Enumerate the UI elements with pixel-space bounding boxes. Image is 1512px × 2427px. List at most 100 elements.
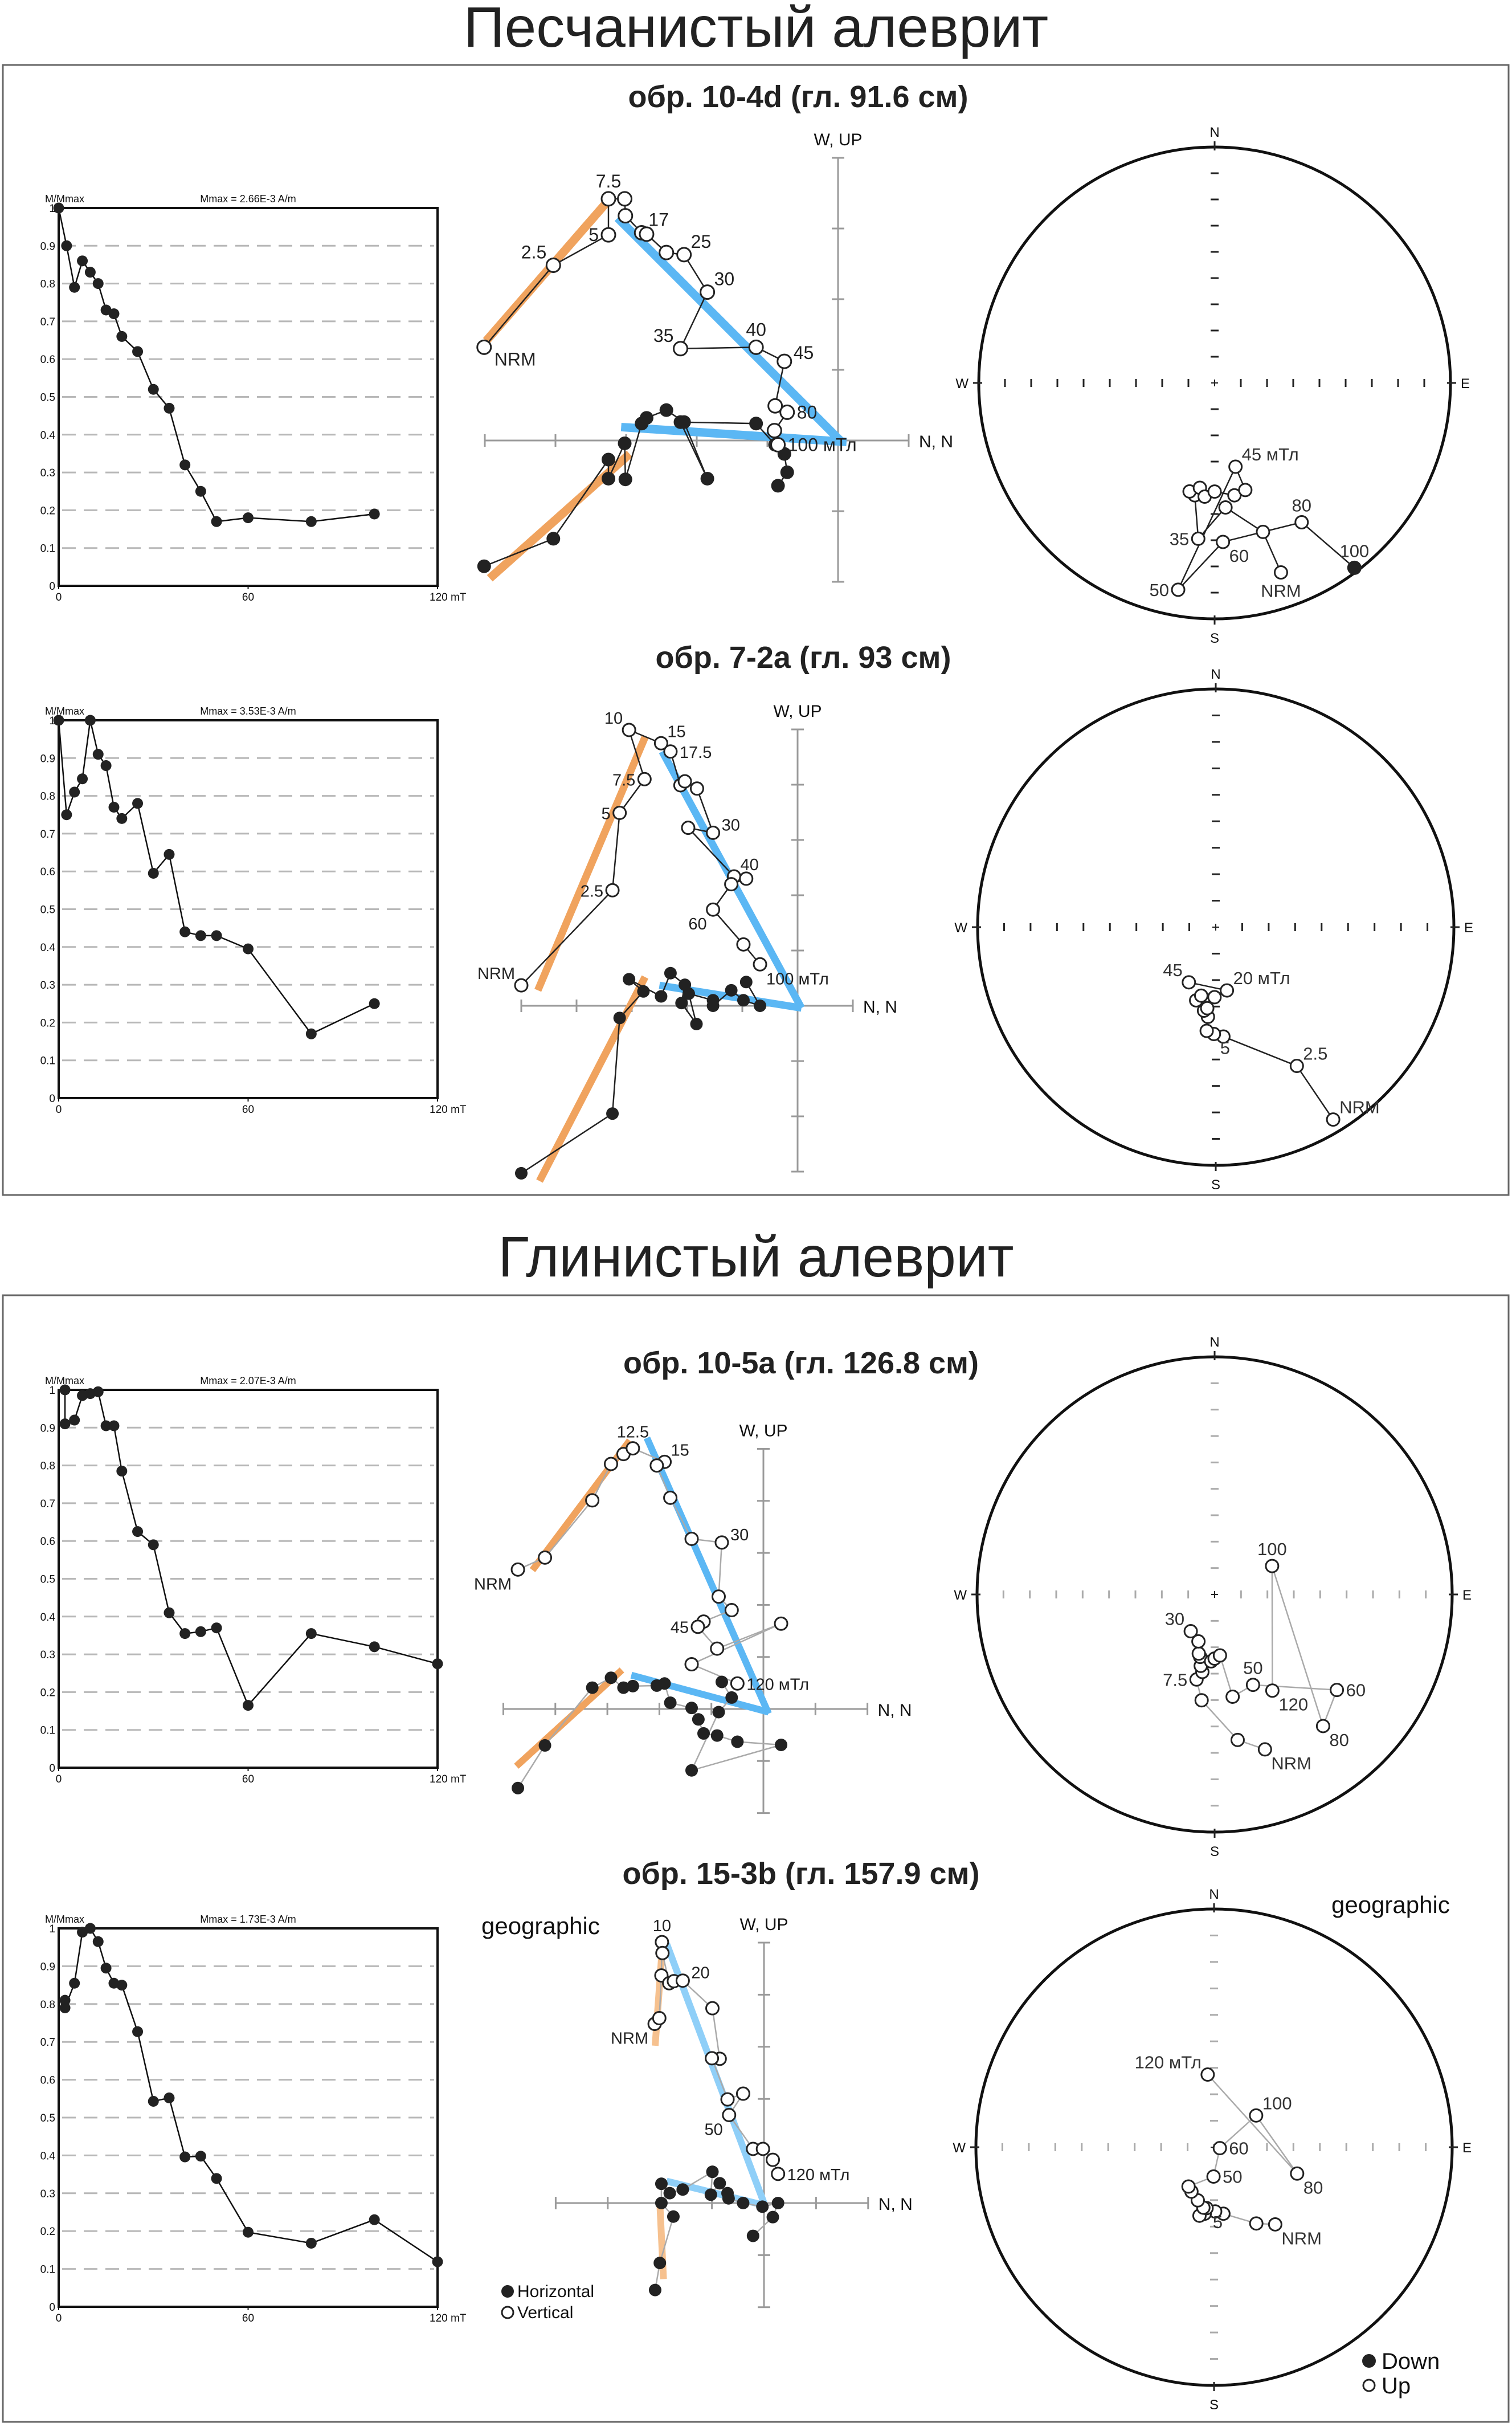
decay-point — [116, 1466, 128, 1477]
decay-point — [77, 255, 88, 267]
horizontal-point — [639, 411, 653, 425]
decay-line — [64, 1390, 438, 1707]
vertical-point — [676, 247, 692, 263]
vertical-point — [771, 2167, 786, 2181]
vertical-point — [767, 398, 783, 414]
decay-point — [179, 459, 191, 471]
y-tick-label: 0.2 — [40, 1687, 55, 1699]
decay-point — [116, 1980, 128, 1991]
vertical-point — [585, 1493, 600, 1508]
stereonet-legend: Down Up — [1362, 2349, 1440, 2399]
decay-point — [132, 346, 144, 357]
direction-point-up — [1268, 2217, 1282, 2232]
axis-label-w-up: W, UP — [739, 1915, 788, 1934]
point-label: 60 — [1229, 2139, 1248, 2159]
y-tick-label: 0.4 — [40, 2150, 56, 2162]
decay-point — [100, 1963, 112, 1974]
y-tick-label: 0.1 — [40, 1055, 55, 1067]
zijderveld-diagram: W, UP N, N NRM 12.5 15 30 45 120 мТл — [474, 1422, 912, 1814]
point-label: 60 — [688, 915, 706, 933]
decay-point — [69, 282, 80, 293]
vertical-point — [700, 284, 716, 300]
fit-line-high-vertical — [614, 215, 845, 445]
y-tick-label: 0.7 — [40, 829, 55, 841]
axis-label-w-up: W, UP — [773, 702, 822, 721]
cardinal-ticks — [971, 1351, 1458, 1838]
vertical-point — [639, 226, 655, 242]
decay-point — [369, 2214, 380, 2225]
decay-point — [164, 402, 175, 414]
point-label: NRM — [495, 349, 536, 369]
decay-point — [132, 798, 144, 809]
decay-point — [305, 1628, 317, 1639]
decay-chart: 0 0.1 0.2 0.3 0.4 0.5 0.6 0.7 0.8 0.9 1 0 60 120 mT M/… — [40, 1375, 467, 1785]
decay-point — [195, 2151, 206, 2162]
vertical-point — [618, 208, 634, 224]
x-tick-label: 60 — [242, 1104, 254, 1116]
point-label: 7.5 — [596, 171, 621, 191]
horizontal-point — [725, 984, 738, 997]
decay-point — [432, 1658, 443, 1670]
x-tick-label: 0 — [56, 592, 62, 603]
point-label: 20 — [691, 1964, 709, 1983]
point-label: NRM — [1339, 1098, 1380, 1117]
direction-point-up — [1228, 459, 1243, 474]
stereonet: N S W E NRM 35 45 мТл 50 60 80 100 — [955, 125, 1470, 646]
direction-point-up — [1206, 2169, 1221, 2184]
point-label: 80 — [1292, 495, 1311, 515]
direction-point-up — [1294, 515, 1309, 529]
legend-horizontal-label: Horizontal — [517, 2282, 594, 2301]
cardinal-ticks — [972, 683, 1460, 1171]
vertical-point — [600, 191, 616, 207]
horizontal-point — [692, 1713, 705, 1726]
vertical-point — [675, 1973, 690, 1988]
horizontal-point — [664, 1696, 677, 1710]
y-tick-label: 0.8 — [40, 791, 55, 803]
y-tick-label: 0.6 — [40, 354, 55, 366]
decay-point — [100, 760, 112, 772]
horizontal-point — [617, 1681, 630, 1694]
coordinate-system-label: geographic — [1331, 1891, 1450, 1918]
direction-point-up — [1257, 1742, 1272, 1757]
point-label: 60 — [1229, 546, 1249, 566]
vertical-point — [603, 1457, 618, 1471]
section-title-sandy-silt: Песчанистый алеврит — [464, 0, 1048, 59]
point-label: 120 мТл — [746, 1675, 809, 1694]
horizontal-point — [477, 559, 491, 573]
fit-line-low-horizontal — [536, 975, 649, 1183]
direction-point-up — [1171, 582, 1186, 597]
horizontal-point — [706, 1000, 720, 1012]
vertical-projection-line — [521, 728, 761, 986]
vertical-point — [748, 339, 764, 355]
direction-point-up — [1220, 983, 1235, 998]
point-label: 2.5 — [581, 882, 603, 900]
decay-point — [195, 486, 206, 497]
decay-point — [211, 516, 222, 527]
point-label: 50 — [1243, 1658, 1262, 1678]
decay-point — [59, 1418, 71, 1430]
decay-point — [59, 2002, 71, 2013]
point-label: 15 — [671, 1441, 689, 1459]
y-tick-label: 0.1 — [40, 543, 55, 555]
decay-point — [211, 1622, 222, 1634]
decay-point — [369, 1641, 380, 1653]
decay-point — [53, 202, 64, 214]
decay-point — [108, 801, 120, 813]
decay-point — [132, 1526, 144, 1537]
y-tick-label: 0.3 — [40, 2188, 55, 2200]
horizontal-point — [606, 1107, 619, 1120]
decay-point — [100, 1420, 112, 1431]
cardinal-e: E — [1462, 2140, 1472, 2156]
y-tick-label: 0.7 — [40, 316, 55, 328]
horizontal-point — [673, 415, 688, 429]
direction-point-up — [1216, 535, 1231, 549]
vertical-point — [653, 736, 668, 750]
direction-point-up — [1225, 1689, 1240, 1704]
horizontal-point — [771, 2197, 784, 2209]
horizontal-point — [655, 2177, 668, 2191]
decay-point — [92, 1386, 104, 1397]
y-axis-label: M/Mmax — [45, 705, 84, 717]
vertical-point — [730, 1676, 745, 1691]
zijderveld-diagram: W, UP N, N NRM 2.5 57.5 10 15 17.5 30 40 60 100 мТл — [477, 702, 897, 1183]
point-label: NRM — [1271, 1753, 1311, 1773]
